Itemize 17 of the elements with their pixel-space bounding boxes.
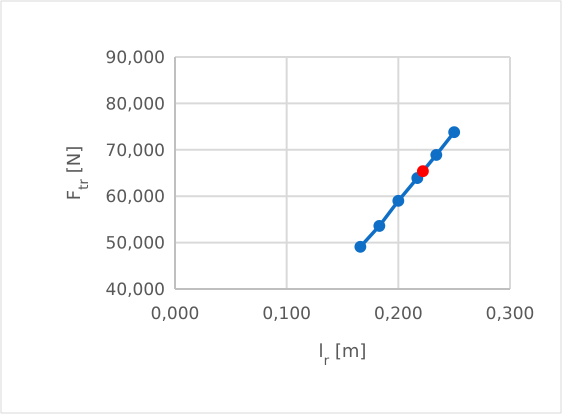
point [448, 126, 460, 138]
point [416, 165, 429, 178]
x-axis-title: l$_{r}$ [m] [318, 341, 366, 369]
point [354, 240, 366, 253]
x-tick-label: 0,100 [262, 304, 312, 324]
point [430, 149, 442, 161]
x-tick-label: 0,300 [486, 304, 534, 324]
y-tick-label: 50,000 [106, 234, 165, 254]
y-tick-label: 80,000 [106, 94, 165, 114]
x-tick-label: 0,200 [374, 304, 423, 324]
y-tick-label: 70,000 [106, 140, 165, 161]
point [392, 194, 404, 207]
x-tick-label: 0,000 [150, 304, 200, 324]
y-tick-label: 40,000 [106, 280, 165, 300]
point [373, 220, 386, 232]
y-tick-label: 90,000 [106, 48, 165, 68]
y-tick-label: 60,000 [106, 187, 165, 208]
